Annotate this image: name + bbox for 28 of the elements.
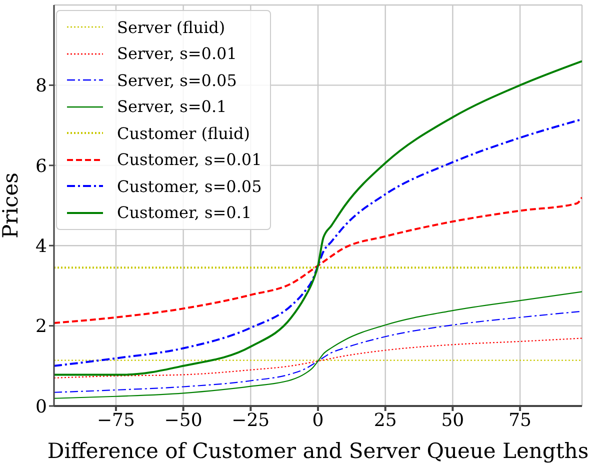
line-series: [54, 338, 582, 378]
x-tick-label: −50: [164, 410, 202, 431]
x-tick-label: 0: [312, 410, 324, 431]
x-tick-label: 25: [374, 410, 397, 431]
y-axis-title: Prices: [0, 172, 22, 238]
y-tick-label: 6: [36, 156, 47, 177]
legend-label: Server, s=0.1: [117, 97, 227, 116]
legend-label: Server, s=0.05: [117, 70, 237, 90]
x-tick-label: 75: [508, 410, 532, 431]
legend-label: Customer, s=0.1: [117, 203, 252, 222]
legend-label: Customer (fluid): [117, 124, 250, 143]
line-series: [54, 118, 582, 367]
legend-label: Customer, s=0.01: [117, 150, 262, 170]
y-tick-label: 8: [36, 76, 47, 97]
x-tick-label: 50: [441, 410, 464, 431]
line-series: [54, 291, 582, 399]
y-tick-label: 0: [36, 396, 47, 418]
line-series: [54, 196, 582, 324]
line-series: [54, 310, 582, 393]
y-tick-label: 4: [36, 236, 47, 257]
line-series: [54, 60, 582, 376]
legend-label: Server (fluid): [117, 18, 226, 37]
legend-label: Server, s=0.01: [117, 44, 237, 64]
x-tick-label: −25: [232, 410, 270, 431]
x-tick-label: −75: [96, 410, 135, 431]
x-axis-title: Difference of Customer and Server Queue Lengths: [47, 439, 589, 463]
y-tick-label: 2: [36, 316, 47, 338]
legend-label: Customer, s=0.05: [117, 176, 262, 196]
